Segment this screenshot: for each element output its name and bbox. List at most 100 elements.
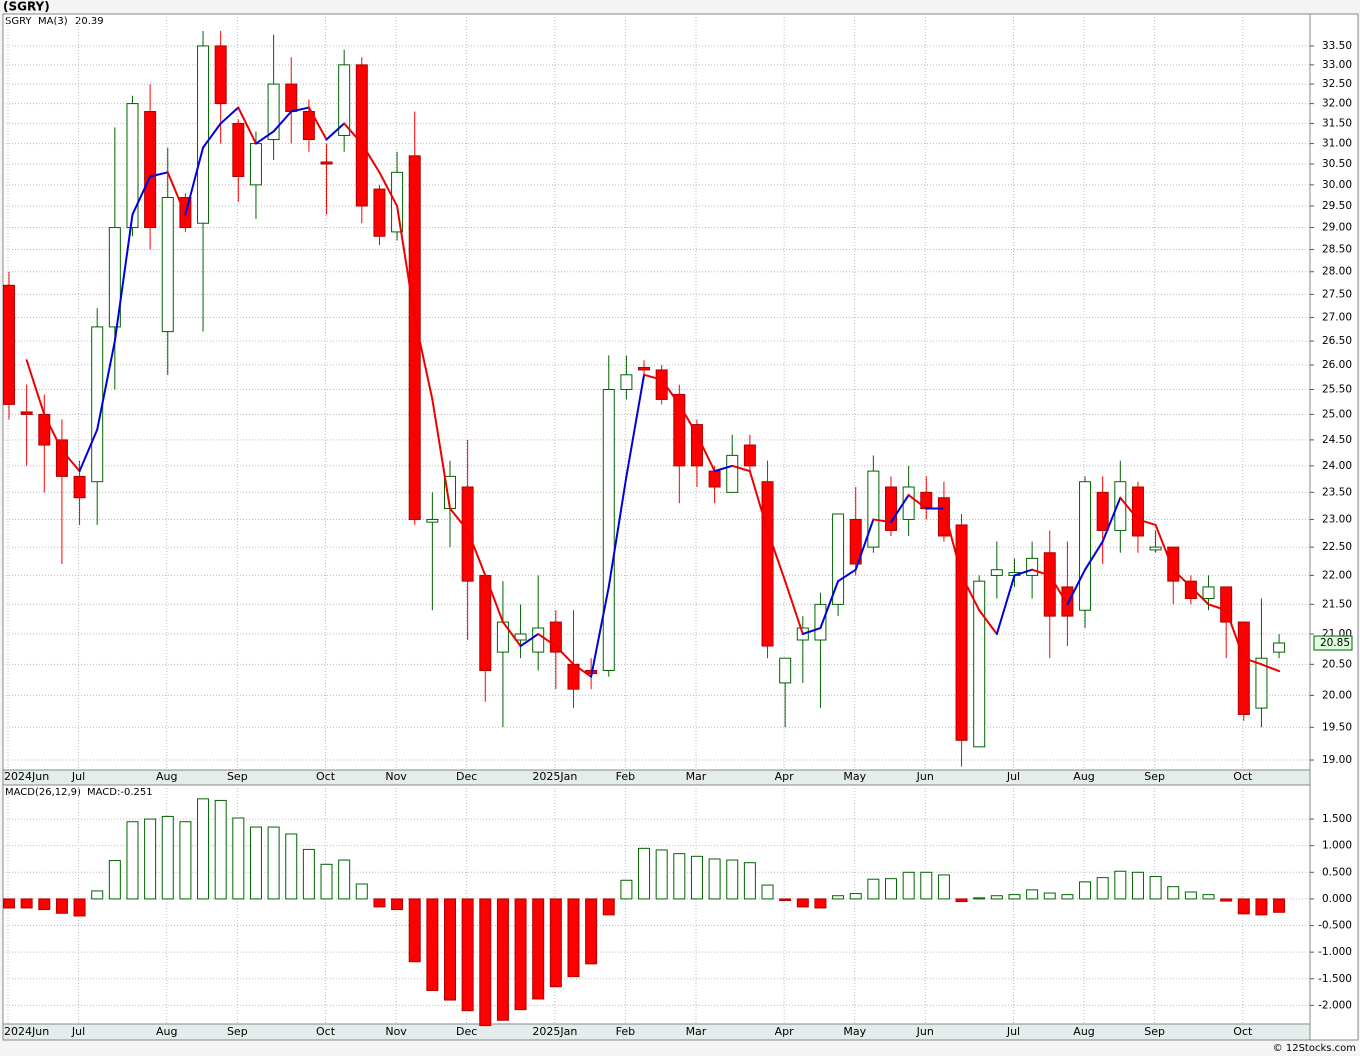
macd-bar	[885, 878, 897, 900]
macd-bar	[602, 898, 615, 916]
ma-line	[695, 433, 716, 473]
candle-body	[91, 326, 104, 483]
y-tick-label: -1.000	[1318, 946, 1352, 958]
candle-body	[532, 627, 545, 653]
macd-bar	[1026, 889, 1039, 900]
candle-body	[126, 103, 139, 229]
macd-bar	[1237, 898, 1250, 915]
ma-line	[960, 574, 981, 612]
ma-line	[501, 621, 522, 648]
candle-body	[408, 155, 421, 520]
macd-title: MACD(26,12,9)	[5, 787, 81, 798]
macd-bar	[1061, 894, 1074, 900]
ma-line	[678, 403, 698, 436]
candle-body	[761, 481, 774, 647]
x-tick-label: Oct	[1233, 770, 1253, 783]
macd-bar	[814, 898, 827, 909]
ma-line	[766, 529, 787, 583]
candle-body	[1273, 642, 1286, 653]
candle-body	[249, 143, 262, 186]
x-tick-label: Sep	[1144, 1025, 1165, 1038]
macd-bar	[55, 898, 68, 914]
macd-bar	[585, 898, 598, 965]
x-axis-band	[2, 769, 1311, 786]
ma-line	[1172, 568, 1192, 588]
macd-bar	[1202, 894, 1215, 900]
y-axis-panel	[1309, 13, 1359, 1041]
macd-bar	[1008, 894, 1021, 900]
ma-line	[890, 494, 910, 524]
macd-bar	[973, 897, 986, 900]
ma-line	[272, 110, 293, 133]
y-tick-label: 29.00	[1322, 222, 1352, 234]
y-tick-label: 30.00	[1322, 179, 1352, 191]
ma-line	[907, 494, 928, 510]
y-tick-label: 33.00	[1322, 59, 1352, 71]
ma-line	[660, 378, 681, 406]
y-tick-label: 1.500	[1322, 813, 1352, 825]
ma-line	[131, 175, 152, 216]
ma-line	[1242, 657, 1263, 666]
macd-bar	[426, 898, 439, 991]
ma-line	[237, 106, 257, 145]
x-tick-label: 2025Jan	[532, 770, 577, 783]
legend-symbol: SGRY	[5, 16, 32, 27]
y-tick-label: 22.00	[1322, 569, 1352, 581]
macd-value: MACD:-0.251	[87, 787, 153, 798]
x-tick-label: Oct	[316, 1025, 336, 1038]
candle-body	[955, 524, 968, 741]
ma-line	[78, 428, 99, 473]
macd-bar	[391, 898, 404, 911]
y-tick-label: -1.500	[1318, 973, 1352, 985]
x-tick-label: Mar	[686, 1025, 707, 1038]
macd-bar	[479, 898, 492, 1027]
macd-bar	[1273, 898, 1286, 913]
y-tick-label: 20.50	[1322, 658, 1352, 670]
y-tick-label: 25.50	[1322, 384, 1352, 396]
macd-bar	[20, 898, 33, 909]
ma-line	[1119, 496, 1139, 521]
y-tick-label: 25.00	[1322, 408, 1352, 420]
macd-bar	[1167, 886, 1180, 900]
candle-body	[1167, 546, 1180, 582]
candle-body	[1237, 621, 1250, 715]
macd-bar	[549, 898, 562, 988]
x-tick-label: Sep	[227, 770, 248, 783]
y-tick-label: 20.00	[1322, 689, 1352, 701]
y-tick-label: 26.50	[1322, 335, 1352, 347]
y-tick-label: 28.50	[1322, 243, 1352, 255]
candle-body	[1131, 486, 1144, 537]
candle-body	[602, 389, 615, 671]
y-tick-label: 24.50	[1322, 434, 1352, 446]
macd-bar	[444, 898, 456, 1001]
x-tick-label: Aug	[1073, 1025, 1094, 1038]
y-tick-label: 0.000	[1322, 893, 1352, 905]
macd-bar	[320, 863, 333, 900]
candle-body	[549, 621, 562, 653]
macd-bar	[249, 826, 262, 900]
candle-body	[108, 227, 121, 328]
ma-line	[643, 373, 663, 381]
candle-body	[638, 366, 651, 371]
macd-bar	[832, 895, 845, 900]
ma-line	[449, 507, 469, 532]
candle-body	[902, 486, 915, 520]
macd-bar	[373, 898, 386, 908]
candle-body	[73, 475, 86, 499]
candle-body	[1149, 546, 1162, 551]
x-tick-label: Apr	[775, 770, 795, 783]
ma-line	[872, 518, 892, 524]
macd-bar	[726, 859, 739, 900]
ma-line	[978, 609, 998, 635]
y-tick-label: 27.50	[1322, 288, 1352, 300]
y-tick-label: 31.00	[1322, 138, 1352, 150]
x-tick-label: Jul	[71, 1025, 85, 1038]
ma-line	[995, 574, 1016, 635]
y-tick-label: 22.50	[1322, 541, 1352, 553]
candle-body	[267, 83, 280, 141]
x-tick-label: 2024Jun	[4, 770, 49, 783]
macd-bar	[302, 848, 315, 900]
macd-bar	[532, 898, 545, 1000]
candle-body	[832, 513, 845, 605]
ma-line	[360, 142, 381, 174]
